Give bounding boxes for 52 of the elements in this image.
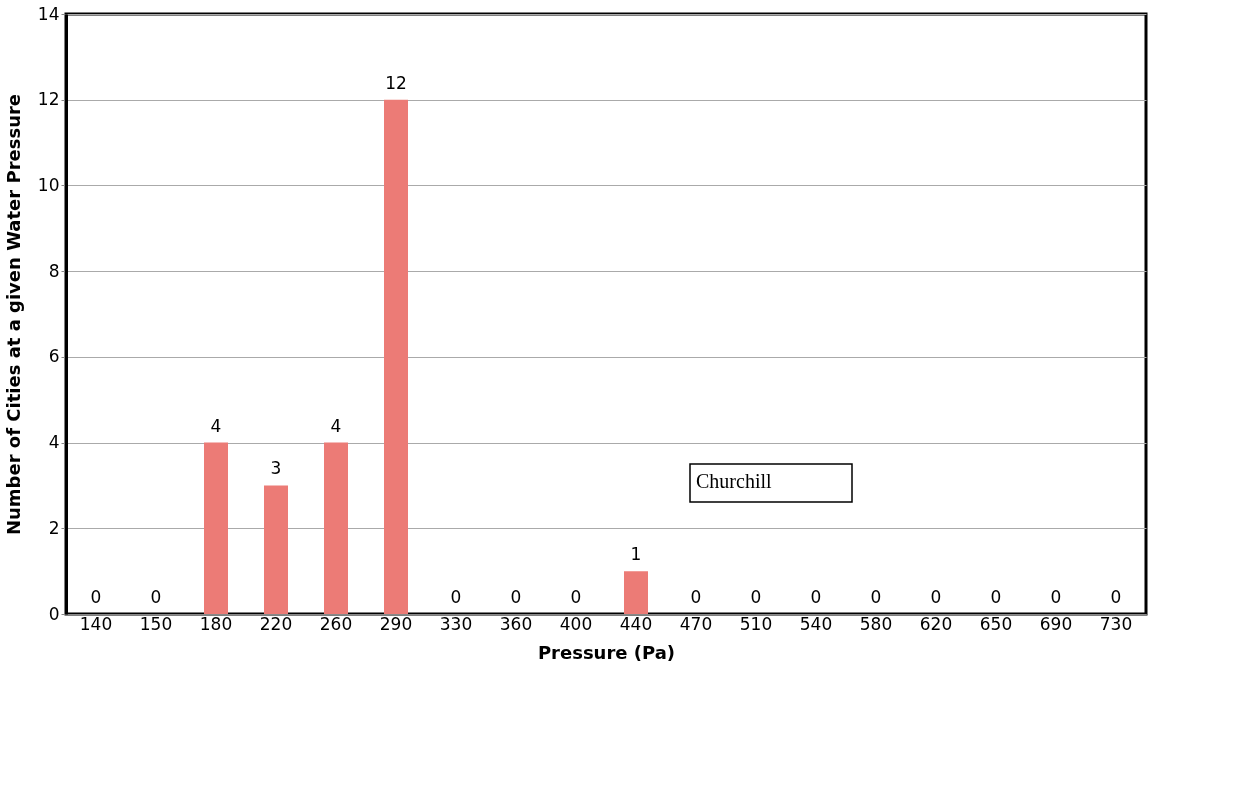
x-tick-label: 260 [319,613,353,634]
x-tick-label: 620 [919,613,953,634]
y-tick-label: 2 [48,517,60,538]
x-tick-label: 730 [1099,613,1133,634]
x-tick-label: 510 [739,613,773,634]
data-label: 0 [990,587,1002,607]
y-axis-title: Number of Cities at a given Water Pressure [2,93,24,536]
data-label: 12 [385,72,407,93]
data-label: 0 [90,587,102,607]
bar [324,442,348,614]
x-tick-label: 140 [79,613,113,634]
data-label: 0 [750,587,762,607]
bar [264,485,288,614]
annotation: Churchill [696,470,772,492]
x-tick-label: 220 [259,613,293,634]
y-tick-label: 0 [48,603,60,624]
y-tick-label: 12 [37,89,60,110]
data-label: 0 [1050,587,1062,607]
x-tick-label: 360 [499,613,533,634]
x-tick-label: 690 [1039,613,1073,634]
x-tick-label: 400 [559,613,593,634]
data-label: 4 [330,415,342,436]
x-tick-label: 180 [199,613,233,634]
x-tick-label: 470 [679,613,713,634]
y-tick-label: 14 [37,3,60,24]
data-label: 4 [210,415,222,436]
y-tick-label: 4 [48,432,60,453]
data-label: 0 [510,587,522,607]
x-tick-label: 650 [979,613,1013,634]
x-tick-label: 330 [439,613,473,634]
data-label: 0 [150,587,162,607]
x-tick-label: 580 [859,613,893,634]
x-axis-title: Pressure (Pa) [537,641,676,663]
data-label: 0 [870,587,882,607]
data-label: 1 [630,544,642,565]
data-label: 0 [690,587,702,607]
y-tick-label: 10 [37,174,60,195]
bar [384,99,408,614]
data-label: 0 [570,587,582,607]
x-tick-label: 290 [379,613,413,634]
y-tick-label: 8 [48,260,60,281]
x-tick-label: 540 [799,613,833,634]
x-tick-label: 440 [619,613,653,634]
data-label: 0 [1110,587,1122,607]
y-tick-label: 6 [48,346,60,367]
bar [204,442,228,614]
data-label: 0 [450,587,462,607]
x-tick-label: 150 [139,613,173,634]
data-label: 3 [270,458,282,479]
bar [624,571,648,614]
data-label: 0 [930,587,942,607]
data-label: 0 [810,587,822,607]
